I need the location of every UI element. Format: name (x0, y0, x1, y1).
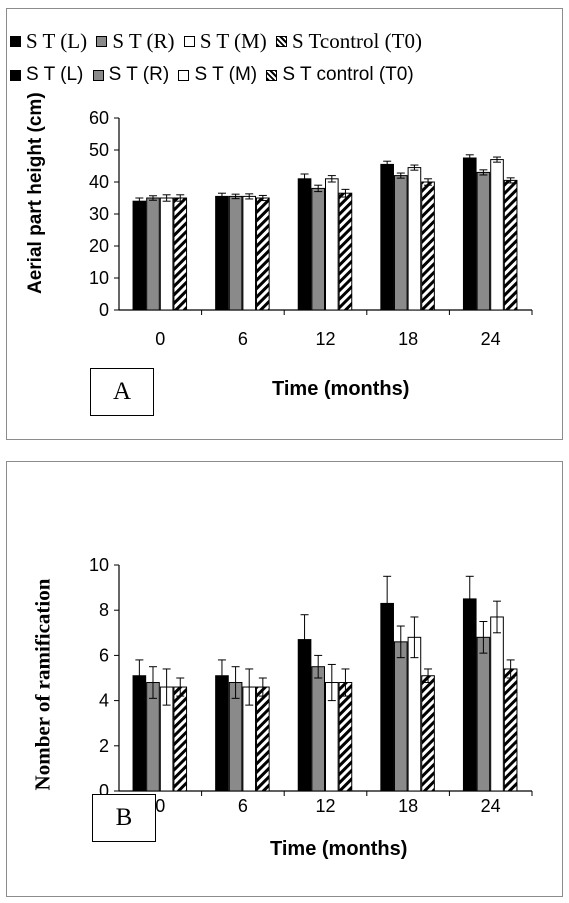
swatch-black-icon (10, 36, 21, 47)
x-tick-label: 18 (398, 796, 418, 816)
bar (132, 675, 147, 792)
x-tick-label: 0 (155, 796, 165, 816)
bar (242, 195, 257, 311)
y-tick-label: 20 (89, 236, 109, 256)
y-axis-title-b: Nomber of ramification (30, 578, 55, 791)
bar (256, 686, 270, 792)
bar (476, 171, 491, 311)
bar (503, 179, 518, 311)
bar (311, 666, 326, 792)
bar (393, 175, 408, 311)
x-tick-label: 0 (155, 329, 165, 349)
panel-label-b: B (92, 794, 156, 842)
x-tick-label: 18 (398, 329, 418, 349)
bar (462, 598, 477, 792)
bar (462, 157, 477, 311)
bar (380, 602, 394, 792)
swatch-hatched-icon (266, 69, 278, 81)
bar (297, 178, 312, 311)
y-tick-label: 6 (99, 645, 109, 665)
legend-item-m: S T (M) (178, 64, 257, 86)
chart-a-plot: 0 10 20 30 40 50 60 0 6 12 18 24 (89, 108, 533, 349)
y-tick-label: 8 (99, 600, 109, 620)
x-axis-title-a: Time (months) (272, 378, 410, 400)
legend-a: S T (L) S T (R) S T (M) S Tcontrol (T0) (10, 28, 426, 54)
legend-item-r: S T (R) (96, 29, 175, 54)
bar (338, 682, 353, 792)
bar (380, 163, 394, 311)
y-tick-label: 0 (99, 781, 109, 801)
swatch-white-icon (178, 69, 190, 81)
bar (215, 675, 229, 792)
swatch-white-icon (183, 36, 195, 47)
swatch-gray-icon (96, 36, 108, 47)
legend-item-l: S T (L) (10, 64, 83, 86)
y-tick-label: 40 (89, 172, 109, 192)
bar (407, 167, 422, 311)
y-tick-label: 60 (89, 108, 109, 128)
swatch-black-icon (10, 69, 21, 81)
bar (256, 197, 270, 311)
bar (338, 192, 353, 311)
y-tick-label: 0 (99, 300, 109, 320)
panel-label-a: A (90, 368, 154, 416)
legend-item-r: S T (R) (92, 64, 169, 86)
bar (393, 641, 408, 792)
legend-item-m: S T (M) (183, 29, 267, 54)
x-tick-label: 6 (238, 796, 248, 816)
y-tick-label: 4 (99, 691, 109, 711)
bar (503, 668, 518, 792)
swatch-hatched-icon (275, 36, 287, 47)
bar (421, 675, 435, 792)
bar (132, 200, 147, 311)
y-tick-label: 30 (89, 204, 109, 224)
x-tick-label: 24 (481, 329, 501, 349)
x-axis-title-b: Time (months) (270, 838, 408, 860)
x-tick-label: 6 (238, 329, 248, 349)
bar (490, 616, 504, 792)
legend-item-control: S T control (T0) (266, 64, 414, 86)
y-tick-label: 10 (89, 268, 109, 288)
bar (173, 686, 188, 792)
bar (490, 159, 504, 311)
x-tick-label: 24 (481, 796, 501, 816)
bar (421, 181, 435, 311)
x-tick-label: 12 (315, 329, 335, 349)
bar (173, 197, 188, 311)
bar (146, 197, 160, 311)
bar (228, 195, 243, 311)
bar (159, 197, 174, 311)
y-tick-label: 2 (99, 736, 109, 756)
bar (407, 636, 422, 792)
legend-b: S T (L) S T (R) S T (M) S T control (T0) (10, 64, 418, 87)
swatch-gray-icon (92, 69, 104, 81)
bar (311, 187, 326, 311)
bar (476, 636, 491, 792)
y-tick-label: 10 (89, 555, 109, 575)
bar (215, 195, 229, 311)
legend-item-control: S Tcontrol (T0) (275, 29, 422, 54)
x-tick-label: 12 (315, 796, 335, 816)
legend-item-l: S T (L) (10, 29, 87, 54)
bar (325, 178, 339, 311)
y-tick-label: 50 (89, 140, 109, 160)
y-axis-title-a: Aerial part height (cm) (25, 92, 46, 294)
